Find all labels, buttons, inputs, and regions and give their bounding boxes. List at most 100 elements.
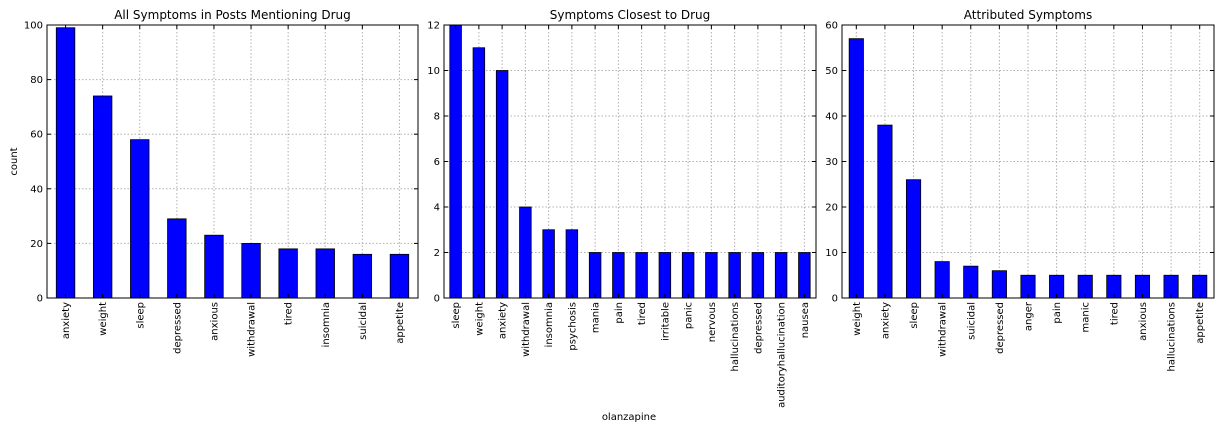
x-tick-label: depressed <box>172 302 183 354</box>
x-tick-label: appetite <box>395 302 406 344</box>
y-axis-label: count <box>9 147 20 175</box>
x-tick-label: anxiety <box>498 302 509 339</box>
y-tick-label: 6 <box>434 157 440 168</box>
x-tick-label: withdrawal <box>521 302 532 357</box>
bar-suicidal <box>963 265 979 299</box>
x-tick-label: weight <box>474 302 485 336</box>
x-tick-label: hallucinations <box>1167 302 1178 371</box>
bar-sleep <box>130 139 150 299</box>
bar-auditoryhallucination <box>774 252 788 299</box>
y-tick-label: 0 <box>37 294 43 305</box>
plot-frame <box>443 24 817 299</box>
bar-anxious <box>204 234 224 299</box>
bar-withdrawal <box>241 242 261 299</box>
x-tick-label: weight <box>852 302 863 336</box>
x-tick-label: anxiety <box>880 302 891 339</box>
chart-panel-attributed-symptoms: 0 10 20 30 40 50 60 weight anxiety sleep withdrawa… <box>825 8 1215 371</box>
bar-appetite <box>389 253 410 299</box>
x-tick-label: manic <box>1081 302 1092 332</box>
chart-title: All Symptoms in Posts Mentioning Drug <box>114 8 351 22</box>
x-tick-label: panic <box>684 302 695 329</box>
x-tick-label: irritable <box>660 302 671 341</box>
bar-anxiety <box>55 27 76 299</box>
bar-hallucinations <box>728 252 741 299</box>
x-tick-label: suicidal <box>966 302 977 340</box>
bar-weight <box>472 47 486 299</box>
y-tick-label: 2 <box>434 248 440 259</box>
bar-depressed <box>751 252 765 299</box>
x-tick-label: appetite <box>1195 302 1206 344</box>
bar-suicidal <box>352 253 373 299</box>
x-tick-label: tired <box>1109 302 1120 325</box>
x-tick-label: pain <box>614 302 625 324</box>
x-tick-label: depressed <box>753 302 764 354</box>
x-tick-label: insomnia <box>544 302 555 347</box>
bar-sleep <box>449 24 462 299</box>
x-tick-label: mania <box>591 302 602 333</box>
bar-irritable <box>658 252 672 299</box>
x-tick-label: hallucinations <box>730 302 741 371</box>
bar-depressed <box>167 218 187 299</box>
y-tick-label: 100 <box>24 21 43 32</box>
x-tick-label: auditoryhallucination <box>777 302 788 408</box>
x-tick-label: nausea <box>800 302 811 338</box>
plot-frame <box>46 24 419 299</box>
bar-nervous <box>705 252 718 299</box>
figure-x-axis-label: olanzapine <box>602 412 656 423</box>
y-tick-label: 60 <box>30 130 43 141</box>
plot-frame <box>841 24 1215 299</box>
x-tick-label: withdrawal <box>247 302 258 357</box>
bar-insomnia <box>315 248 335 299</box>
y-tick-label: 60 <box>825 21 838 32</box>
x-tick-label: tired <box>284 302 295 325</box>
bar-nausea <box>798 252 811 299</box>
bar-panic <box>681 252 695 299</box>
x-tick-label: tired <box>637 302 648 325</box>
chart-panel-closest-symptoms: 0 2 4 6 8 10 12 sleep weight anxiety withdrawal ins… <box>427 8 817 408</box>
y-tick-label: 80 <box>30 75 43 86</box>
bar-depressed <box>991 270 1007 299</box>
y-tick-label: 10 <box>427 66 440 77</box>
bar-psychosis <box>565 229 579 299</box>
x-tick-label: insomnia <box>321 302 332 347</box>
y-tick-label: 20 <box>30 239 43 250</box>
y-tick-label: 12 <box>427 21 440 32</box>
bar-anxiety <box>877 124 893 299</box>
x-tick-label: pain <box>1052 302 1063 324</box>
y-tick-label: 30 <box>825 157 838 168</box>
x-tick-label: nervous <box>707 302 718 342</box>
bar-mania <box>588 252 602 299</box>
y-tick-label: 8 <box>434 112 440 123</box>
x-tick-label: anxiety <box>61 302 72 339</box>
bar-withdrawal <box>519 206 532 299</box>
x-tick-label: weight <box>98 302 109 336</box>
x-tick-label: anxious <box>209 302 220 341</box>
y-tick-label: 10 <box>825 248 838 259</box>
x-tick-label: withdrawal <box>938 302 949 357</box>
x-tick-label: anxious <box>1138 302 1149 341</box>
y-tick-label: 50 <box>825 66 838 77</box>
x-tick-label: sleep <box>451 302 462 329</box>
y-tick-label: 40 <box>825 112 838 123</box>
bar-weight <box>848 38 864 299</box>
y-tick-label: 0 <box>434 294 440 305</box>
bar-withdrawal <box>934 261 950 299</box>
y-tick-label: 40 <box>30 184 43 195</box>
bar-insomnia <box>542 229 555 299</box>
chart-title: Attributed Symptoms <box>964 8 1092 22</box>
bar-tired <box>635 252 648 299</box>
bar-pain <box>612 252 625 299</box>
bar-tired <box>278 248 298 299</box>
bar-anxiety <box>495 70 509 299</box>
x-tick-label: sleep <box>135 302 146 329</box>
y-tick-label: 4 <box>434 203 440 214</box>
bar-sleep <box>905 179 922 299</box>
x-tick-label: suicidal <box>358 302 369 340</box>
y-tick-label: 20 <box>825 203 838 214</box>
x-tick-label: psychosis <box>567 302 578 351</box>
x-tick-label: anger <box>1024 301 1035 331</box>
y-tick-label: 0 <box>832 294 838 305</box>
chart-panel-all-symptoms: 0 20 40 60 80 100 anxiety weight sleep depressed a… <box>9 8 419 357</box>
x-tick-label: sleep <box>909 302 920 329</box>
